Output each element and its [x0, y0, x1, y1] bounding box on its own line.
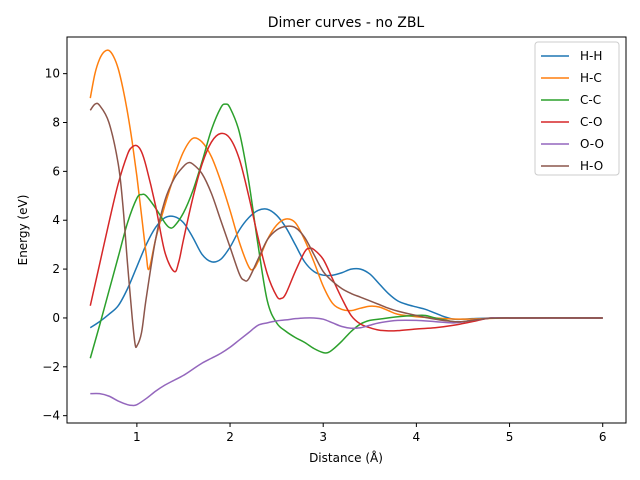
- legend: H-H H-C C-C C-O O-O H-O: [534, 41, 620, 176]
- x-tick-label: 5: [506, 430, 514, 444]
- series-group: [89, 49, 603, 407]
- y-tick-label: 0: [52, 311, 60, 325]
- y-tick-label: −2: [42, 360, 60, 374]
- x-axis-ticks: 1 2 3 4 5 6: [133, 423, 607, 444]
- y-tick-label: 10: [45, 67, 60, 81]
- y-tick-label: −4: [42, 409, 60, 423]
- y-tick-label: 4: [52, 213, 60, 227]
- y-tick-label: 2: [52, 262, 60, 276]
- x-tick-label: 3: [319, 430, 327, 444]
- y-axis-ticks: −4 −2 0 2 4 6 8 10: [42, 67, 67, 423]
- x-tick-label: 1: [133, 430, 141, 444]
- legend-label-c-c: C-C: [580, 93, 601, 107]
- legend-label-h-c: H-C: [580, 71, 602, 85]
- legend-label-h-o: H-O: [580, 159, 603, 173]
- y-axis-label: Energy (eV): [16, 195, 30, 266]
- series-line-c-c: [89, 103, 603, 359]
- plot-frame: [66, 36, 627, 424]
- series-line-h-o: [89, 102, 603, 349]
- legend-frame: [534, 41, 620, 176]
- legend-label-c-o: C-O: [580, 115, 603, 129]
- y-tick-label: 8: [52, 116, 60, 130]
- chart-title: Dimer curves - no ZBL: [268, 15, 425, 31]
- series-line-h-c: [89, 49, 603, 320]
- x-tick-label: 4: [413, 430, 421, 444]
- x-axis-label: Distance (Å): [309, 450, 383, 465]
- legend-label-o-o: O-O: [580, 137, 604, 151]
- x-tick-label: 6: [599, 430, 607, 444]
- series-line-c-o: [89, 132, 603, 332]
- y-tick-label: 6: [52, 164, 60, 178]
- legend-label-h-h: H-H: [580, 49, 602, 63]
- series-line-o-o: [90, 317, 603, 407]
- x-tick-label: 2: [226, 430, 234, 444]
